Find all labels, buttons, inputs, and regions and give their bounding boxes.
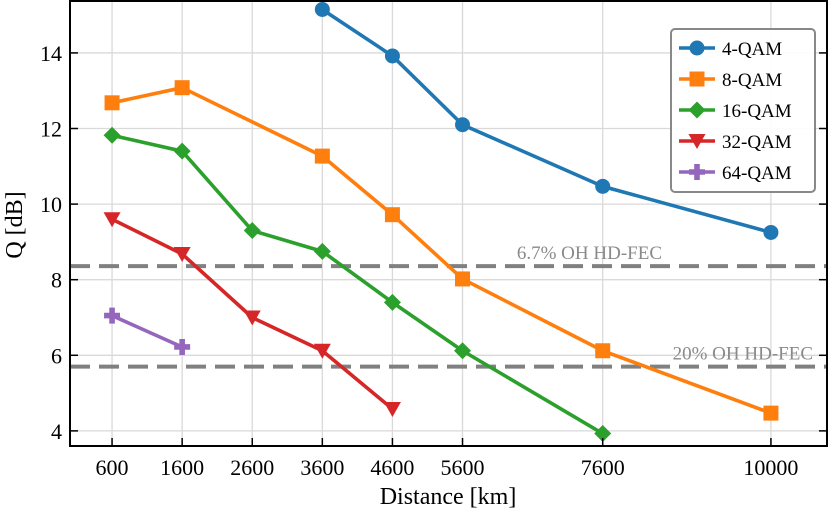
y-axis-label: Q [dB]	[2, 191, 28, 258]
data-point-8-qam	[174, 80, 190, 96]
plot-frame	[69, 0, 828, 447]
data-point-8-qam	[595, 343, 611, 359]
threshold-label: 6.7% OH HD-FEC	[517, 243, 662, 264]
legend-label: 4-QAM	[722, 39, 782, 60]
data-point-32-qam	[173, 246, 191, 262]
legend: 4-QAM 8-QAM 16-QAM 32-QAM 64-QAM	[670, 28, 816, 193]
legend-marker	[689, 71, 705, 87]
data-point-16-qam	[103, 126, 121, 144]
data-series	[103, 1, 779, 443]
data-point-16-qam	[383, 293, 401, 311]
legend-marker	[688, 101, 706, 119]
data-point-64-qam	[174, 338, 191, 355]
legend-marker	[689, 40, 705, 56]
data-point-64-qam	[104, 307, 121, 324]
legend-label: 16-QAM	[722, 101, 792, 122]
y-tick-label: 12	[40, 117, 62, 142]
data-point-32-qam	[383, 401, 401, 417]
data-point-8-qam	[455, 271, 471, 287]
y-tick-label: 8	[51, 268, 62, 293]
data-point-16-qam	[594, 425, 612, 443]
legend-marker	[689, 164, 705, 180]
y-tick-label: 14	[40, 41, 62, 66]
x-tick-label: 1600	[160, 455, 204, 480]
x-axis-label: Distance [km]	[380, 484, 517, 510]
data-point-32-qam	[243, 310, 261, 326]
data-point-8-qam	[763, 405, 779, 421]
plot-area	[103, 1, 779, 443]
data-point-16-qam	[313, 242, 331, 260]
data-point-32-qam	[103, 212, 121, 228]
legend-label: 8-QAM	[722, 70, 782, 91]
legend-label: 64-QAM	[722, 163, 792, 184]
data-point-8-qam	[104, 95, 120, 111]
legend-marker	[688, 134, 706, 149]
legend-label: 32-QAM	[722, 132, 792, 153]
x-tick-label: 10000	[743, 455, 798, 480]
y-tick-label: 10	[40, 192, 62, 217]
y-tick-label: 4	[51, 419, 62, 444]
data-point-4-qam	[384, 48, 400, 64]
series-line-16-qam	[111, 133, 604, 436]
data-point-8-qam	[384, 207, 400, 223]
x-tick-label: 3600	[300, 455, 344, 480]
series-line-64-qam	[111, 313, 183, 349]
data-point-16-qam	[243, 222, 261, 240]
tick-marks: 600 1600 2600 3600 4600 5600 7600 10000 4 6 8 10 12 1…	[40, 41, 827, 480]
data-point-32-qam	[313, 343, 331, 359]
axes	[69, 0, 828, 447]
x-tick-label: 5600	[441, 455, 485, 480]
x-tick-label: 4600	[370, 455, 414, 480]
data-point-16-qam	[454, 342, 472, 360]
data-point-4-qam	[595, 178, 611, 194]
x-tick-label: 7600	[581, 455, 625, 480]
x-tick-label: 600	[96, 455, 129, 480]
x-tick-label: 2600	[230, 455, 274, 480]
data-point-8-qam	[314, 148, 330, 164]
threshold-label: 20% OH HD-FEC	[673, 344, 813, 365]
data-point-16-qam	[173, 142, 191, 160]
legend-box	[670, 28, 816, 193]
data-point-4-qam	[763, 224, 779, 240]
data-point-4-qam	[455, 117, 471, 133]
data-point-4-qam	[314, 1, 330, 17]
y-tick-label: 6	[51, 343, 62, 368]
